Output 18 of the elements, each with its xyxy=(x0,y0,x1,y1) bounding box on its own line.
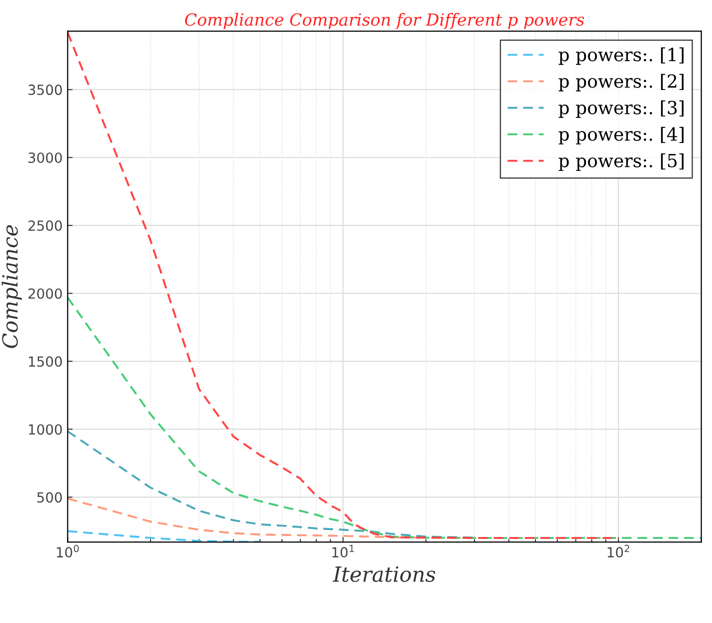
x-axis-title: Iterations xyxy=(332,566,436,582)
y-tick-label: 1500 xyxy=(28,356,62,367)
y-axis-title: Compliance xyxy=(2,225,22,348)
x-tick-label: 10$^{0}$ xyxy=(56,544,79,558)
legend-label: p powers:. [5] xyxy=(558,153,684,171)
legend-label: p powers:. [1] xyxy=(558,47,684,65)
legend-label: p powers:. [2] xyxy=(558,74,684,92)
x-tick-label: 10$^{2}$ xyxy=(608,544,630,558)
x-tick-label: 10$^{1}$ xyxy=(332,544,354,558)
y-tick-label: 3500 xyxy=(28,84,62,96)
legend-label: p powers:. [4] xyxy=(558,126,684,144)
y-tick-label: 500 xyxy=(37,492,62,503)
y-tick-label: 2500 xyxy=(28,220,62,231)
legend-label: p powers:. [3] xyxy=(558,100,684,118)
y-tick-label: 2000 xyxy=(28,288,62,299)
y-tick-label: 1000 xyxy=(28,424,62,435)
y-tick-label: 3000 xyxy=(28,152,62,163)
chart-title: Compliance Comparison for Different p powers xyxy=(185,12,584,30)
